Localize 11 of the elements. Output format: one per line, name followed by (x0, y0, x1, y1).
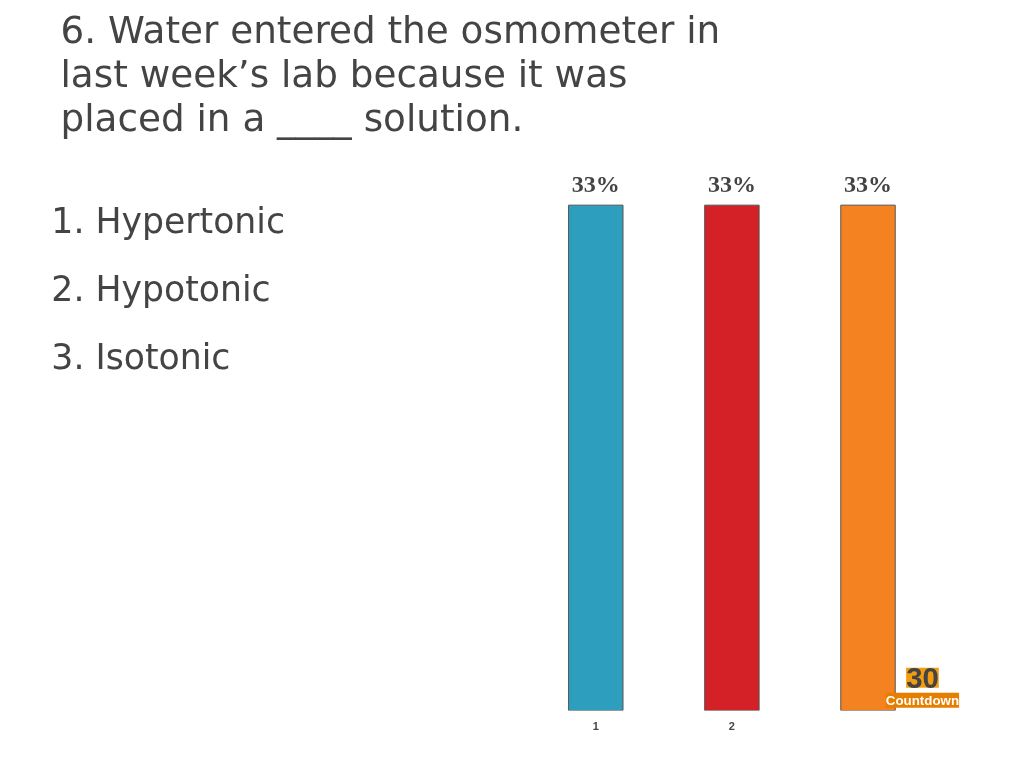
x-tick-label: 1 (592, 719, 599, 732)
text: 2. Hypotonic (51, 268, 271, 309)
text: 3. Isotonic (51, 336, 231, 377)
data-label: 33% (844, 171, 892, 198)
annotation: Countdown (885, 692, 960, 708)
annotation: 30 (906, 660, 939, 694)
data-label: 33% (571, 171, 620, 198)
chart-title: 6. Water entered the osmometer in last week’s lab because it was placed in a ____ solution. (60, 7, 721, 140)
text: 1. Hypertonic (51, 200, 286, 241)
x-tick-label: 2 (728, 719, 735, 732)
data-label: 33% (707, 171, 756, 198)
